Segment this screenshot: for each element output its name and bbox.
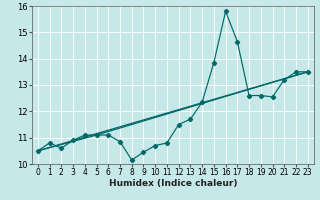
X-axis label: Humidex (Indice chaleur): Humidex (Indice chaleur)	[108, 179, 237, 188]
